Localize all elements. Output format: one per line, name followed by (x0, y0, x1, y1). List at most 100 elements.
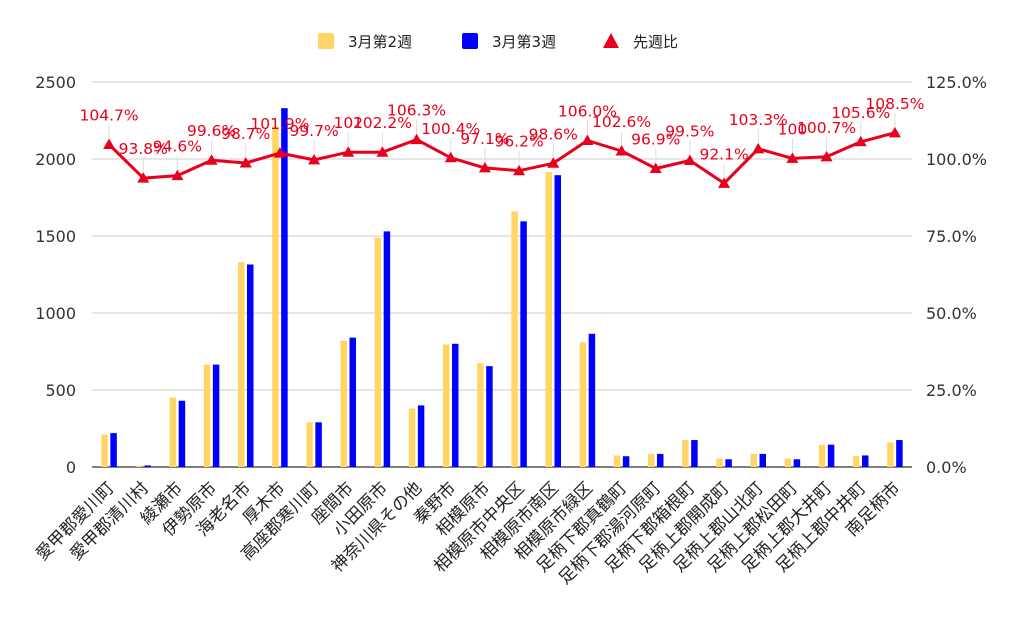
ratio-marker (137, 172, 150, 183)
bar-series (101, 108, 903, 468)
ratio-marker (478, 161, 491, 173)
ratio-marker (683, 154, 696, 166)
left-y-axis: 0 500 1000 1500 2000 2500 (35, 73, 76, 477)
left-y-tick-label: 500 (45, 381, 76, 400)
ratio-data-label: 97.1% (460, 130, 509, 148)
ratio-data-label: 99.6% (187, 122, 236, 140)
bar-week3 (554, 175, 561, 468)
ratio-marker (547, 157, 560, 168)
bar-week2 (887, 442, 894, 467)
ratio-data-label: 96.2% (494, 133, 543, 151)
bar-week3 (383, 231, 391, 467)
ratio-data-label: 101.9% (250, 115, 309, 133)
bar-week3 (349, 337, 356, 467)
legend-label: 3月第2週 (348, 33, 412, 51)
bar-week3 (110, 433, 117, 467)
right-y-tick-label: 125.0% (926, 73, 987, 92)
bar-week2 (135, 465, 142, 467)
legend-label: 先週比 (633, 33, 678, 51)
bar-week3 (520, 221, 527, 467)
bar-week2 (682, 440, 689, 467)
ratio-marker (376, 146, 389, 157)
bar-week3 (759, 453, 766, 467)
bar-week2 (238, 262, 245, 467)
bar-week3 (588, 333, 596, 467)
ratio-line-series (103, 126, 901, 188)
bar-week3 (725, 459, 732, 467)
bar-week2 (853, 456, 860, 467)
ratio-marker (581, 134, 594, 146)
bar-week2 (374, 237, 382, 467)
bar-week2 (750, 453, 757, 467)
ratio-marker (752, 142, 765, 154)
ratio-data-label: 96.9% (631, 131, 680, 149)
ratio-data-label: 92.1% (699, 145, 748, 163)
ratio-marker (273, 147, 286, 158)
right-y-tick-label: 50.0% (926, 304, 977, 323)
ratio-data-label: 103.3% (729, 111, 788, 129)
right-y-tick-label: 25.0% (926, 381, 977, 400)
legend-label: 3月第3週 (492, 33, 556, 51)
ratio-marker (888, 126, 901, 138)
ratio-marker (513, 164, 526, 176)
bar-week3 (144, 465, 151, 467)
ratio-marker (615, 144, 628, 156)
left-y-tick-label: 1000 (35, 304, 76, 323)
bar-week2 (716, 458, 723, 467)
ratio-marker (786, 152, 799, 163)
ratio-marker (718, 177, 731, 188)
ratio-data-label: 98.6% (529, 125, 578, 143)
bar-week3 (417, 405, 425, 467)
bar-week2 (203, 364, 211, 467)
legend: 3月第2週 3月第3週 先週比 (318, 33, 678, 51)
left-y-tick-label: 2500 (35, 73, 76, 92)
ratio-data-labels: 104.7%93.8%94.6%99.6%98.7%101.9%99.7%102… (80, 95, 924, 178)
bar-week3 (281, 108, 288, 468)
ratio-data-label: 99.5% (665, 123, 714, 141)
x-axis-category-labels: 愛甲郡愛川町愛甲郡清川村綾瀬市伊勢原市海老名市厚木市高座郡寒川町座間市小田原市神… (32, 478, 904, 588)
left-y-tick-label: 0 (66, 458, 76, 477)
bar-week3 (178, 400, 186, 467)
bar-week3 (862, 455, 869, 467)
ratio-marker (103, 138, 116, 150)
ratio-data-label: 102.6% (592, 113, 651, 131)
ratio-data-label: 106.0% (558, 103, 617, 121)
bar-week3 (793, 459, 801, 467)
right-y-tick-label: 75.0% (926, 227, 977, 246)
ratio-data-label: 102 (333, 114, 363, 132)
legend-swatch (603, 33, 619, 48)
bar-week3 (827, 444, 835, 467)
ratio-data-label: 100.7% (797, 119, 856, 137)
bar-week2 (272, 126, 279, 467)
bar-week2 (408, 408, 416, 467)
ratio-data-label: 94.6% (153, 138, 202, 156)
left-y-tick-label: 2000 (35, 150, 76, 169)
bar-week2 (545, 172, 552, 467)
ratio-marker (649, 162, 662, 174)
right-y-tick-label: 0.0% (926, 458, 967, 477)
bar-week3 (452, 343, 459, 467)
ratio-marker (205, 154, 218, 165)
ratio-data-label: 108.5% (865, 95, 924, 113)
bar-week3 (657, 453, 664, 467)
bar-week2 (784, 458, 792, 467)
bar-week2 (340, 340, 347, 467)
ratio-data-label: 100 (778, 120, 808, 138)
ratio-marker (444, 151, 457, 163)
left-y-tick-label: 1500 (35, 227, 76, 246)
ratio-marker (410, 133, 423, 145)
bar-week3 (315, 422, 322, 467)
ratio-marker (854, 135, 867, 147)
ratio-data-label: 93.8% (119, 140, 168, 158)
legend-swatch (462, 33, 478, 49)
ratio-marker (820, 150, 833, 162)
ratio-data-label: 104.7% (80, 107, 139, 125)
bar-week2 (443, 344, 450, 467)
ratio-data-label: 100.4% (421, 120, 480, 138)
bar-week2 (306, 422, 313, 467)
ratio-marker (308, 153, 321, 165)
bar-week2 (169, 397, 177, 467)
bar-week2 (579, 342, 587, 467)
